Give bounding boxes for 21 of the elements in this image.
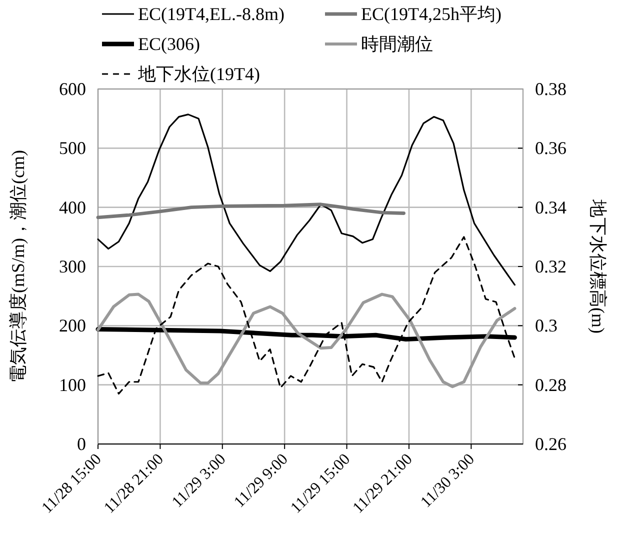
legend-label: EC(19T4,EL.-8.8m)	[138, 4, 284, 24]
y2-axis-title: 地下水位標高(m)	[588, 198, 608, 334]
legend-label: EC(19T4,25h平均)	[361, 4, 502, 24]
y2-tick-label: 0.28	[535, 374, 566, 395]
y2-tick-label: 0.34	[535, 197, 566, 218]
y-tick-label: 200	[59, 316, 86, 336]
legend-label: EC(306)	[138, 34, 200, 54]
y-tick-label: 0	[77, 434, 86, 454]
y-axis-title: 電気伝導度(mS/m)，潮位(cm)	[8, 150, 28, 383]
y2-tick-label: 0.3	[535, 316, 558, 336]
legend-label: 時間潮位	[361, 34, 433, 54]
y-tick-label: 300	[59, 256, 86, 276]
y2-tick-label: 0.32	[535, 256, 566, 276]
y-tick-label: 400	[59, 197, 86, 218]
y-tick-label: 100	[59, 374, 86, 395]
legend-label: 地下水位(19T4)	[137, 64, 260, 84]
y2-tick-label: 0.36	[535, 138, 566, 158]
y2-tick-label: 0.38	[535, 79, 566, 99]
y-tick-label: 500	[59, 138, 86, 158]
y2-tick-label: 0.26	[535, 434, 566, 454]
y-tick-label: 600	[59, 79, 86, 99]
